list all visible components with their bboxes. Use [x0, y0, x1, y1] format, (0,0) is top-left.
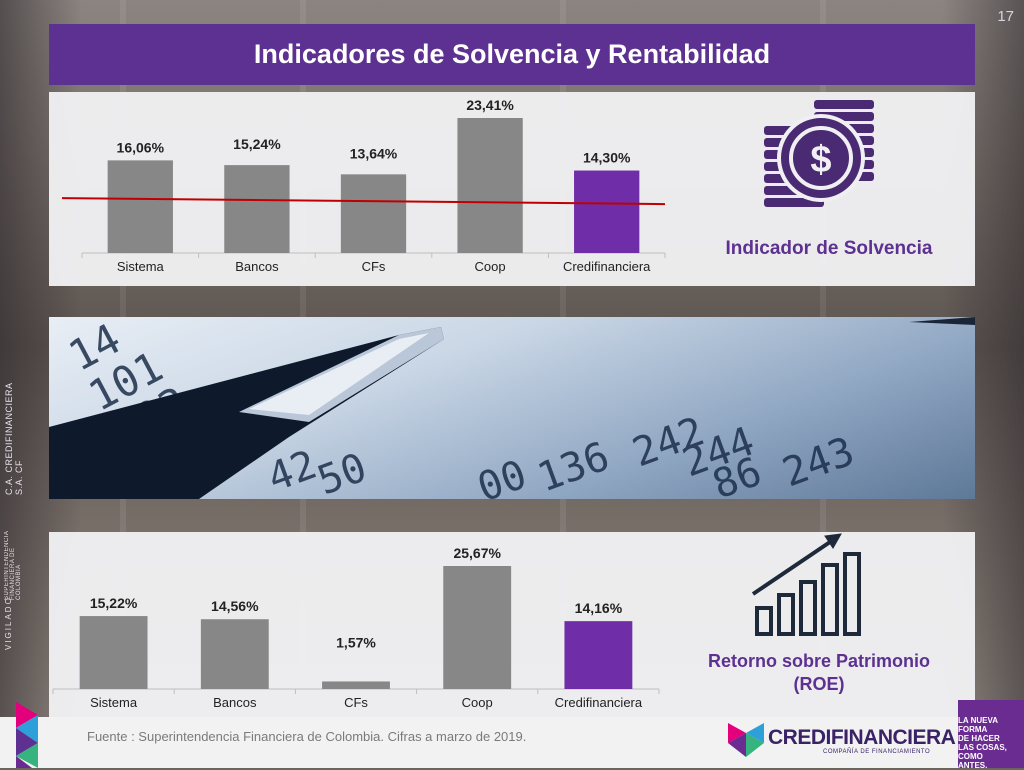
- bar-sistema: [79, 616, 148, 689]
- solvency-caption: Indicador de Solvencia: [725, 238, 933, 259]
- bar-coop: [443, 566, 512, 689]
- bar-cfs: [340, 174, 407, 253]
- solvency-chart: 16,06% Sistema 15,24% Bancos 13,64% CFs 23,41%…: [61, 97, 666, 274]
- category-tick-label: Coop: [462, 695, 493, 710]
- slogan-line: ANTES.: [958, 761, 988, 770]
- bar-bancos: [224, 165, 290, 253]
- data-label: 25,67%: [453, 545, 501, 561]
- slogan-line: DE HACER: [958, 734, 1000, 743]
- data-label: 14,30%: [583, 150, 631, 166]
- bar-credifinanciera: [574, 170, 640, 253]
- svg-text:$: $: [810, 139, 831, 181]
- solvency-panel: 16,06% Sistema 15,24% Bancos 13,64% CFs 23,41%…: [49, 92, 975, 286]
- slogan: LA NUEVA FORMA DE HACER LAS COSAS, COMO …: [958, 716, 1020, 770]
- footer: Fuente : Superintendencia Financiera de …: [0, 717, 1024, 768]
- category-tick-label: Credifinanciera: [555, 695, 643, 710]
- corner-triangles-decoration: [16, 702, 38, 768]
- photo-number-text: 42: [262, 442, 323, 499]
- bar-cfs: [322, 681, 390, 689]
- category-tick-label: Bancos: [235, 259, 279, 274]
- vigilado-label: VIGILADO: [4, 596, 13, 650]
- roe-chart: 15,22% Sistema 14,56% Bancos 1,57% CFs 25,67% C…: [52, 545, 660, 710]
- bar-credifinanciera: [564, 621, 633, 689]
- title-bar: Indicadores de Solvencia y Rentabilidad: [49, 24, 975, 85]
- category-tick-label: Sistema: [117, 259, 165, 274]
- slogan-box: [958, 700, 1024, 768]
- slogan-line: LAS COSAS,: [958, 743, 1007, 752]
- data-label: 1,57%: [336, 634, 376, 650]
- coins-dollar-icon: $: [764, 100, 874, 207]
- category-tick-label: Bancos: [213, 695, 257, 710]
- threshold-line: [61, 197, 666, 206]
- slogan-line: FORMA: [958, 725, 988, 734]
- logo-wordmark: CREDIFINANCIERA: [768, 726, 956, 749]
- category-tick-label: Credifinanciera: [563, 259, 651, 274]
- slogan-line: LA NUEVA: [958, 716, 998, 725]
- logo-subtitle: COMPAÑÍA DE FINANCIAMIENTO: [823, 749, 931, 755]
- bar-sistema: [107, 160, 173, 253]
- company-legal-name: C.A. CREDIFINANCIERA S.A. CF: [4, 382, 24, 495]
- pen-illustration: 14 101 103 42 50 00 136 242 244 86 243: [49, 317, 975, 499]
- roe-panel: 15,22% Sistema 14,56% Bancos 1,57% CFs 25,67% C…: [49, 532, 975, 717]
- roe-caption-line1: Retorno sobre Patrimonio: [707, 651, 931, 671]
- data-label: 15,22%: [90, 595, 138, 611]
- category-tick-label: CFs: [344, 695, 368, 710]
- category-tick-label: CFs: [362, 259, 386, 274]
- slogan-line: COMO: [958, 752, 983, 761]
- page-title: Indicadores de Solvencia y Rentabilidad: [253, 39, 771, 69]
- data-label: 15,24%: [233, 136, 281, 152]
- growth-chart-icon: [751, 533, 861, 636]
- data-label: 23,41%: [466, 97, 514, 113]
- credifinanciera-logo: CREDIFINANCIERA COMPAÑÍA DE FINANCIAMIEN…: [728, 721, 958, 763]
- photo-number-text: 136: [532, 433, 616, 499]
- bar-bancos: [200, 619, 269, 689]
- photo-number-text: 243: [777, 428, 861, 496]
- regulator-name: SUPERINTENDENCIA FINANCIERA DE COLOMBIA: [4, 530, 22, 600]
- bar-coop: [457, 118, 523, 253]
- roe-caption: Retorno sobre Patrimonio (ROE): [679, 650, 959, 696]
- data-label: 16,06%: [117, 139, 165, 155]
- category-tick-label: Sistema: [90, 695, 138, 710]
- page-number: 17: [997, 8, 1014, 25]
- logo-mark-icon: [728, 723, 764, 757]
- photo-number-text: 50: [312, 445, 373, 499]
- roe-caption-line2: (ROE): [793, 674, 845, 694]
- data-label: 14,56%: [211, 598, 259, 614]
- photo-number-text: 00: [472, 452, 533, 499]
- category-tick-label: Coop: [475, 259, 506, 274]
- data-label: 14,16%: [575, 600, 623, 616]
- data-label: 13,64%: [350, 145, 398, 161]
- finance-pen-photo: 14 101 103 42 50 00 136 242 244 86 243: [49, 317, 975, 499]
- source-note: Fuente : Superintendencia Financiera de …: [87, 729, 527, 744]
